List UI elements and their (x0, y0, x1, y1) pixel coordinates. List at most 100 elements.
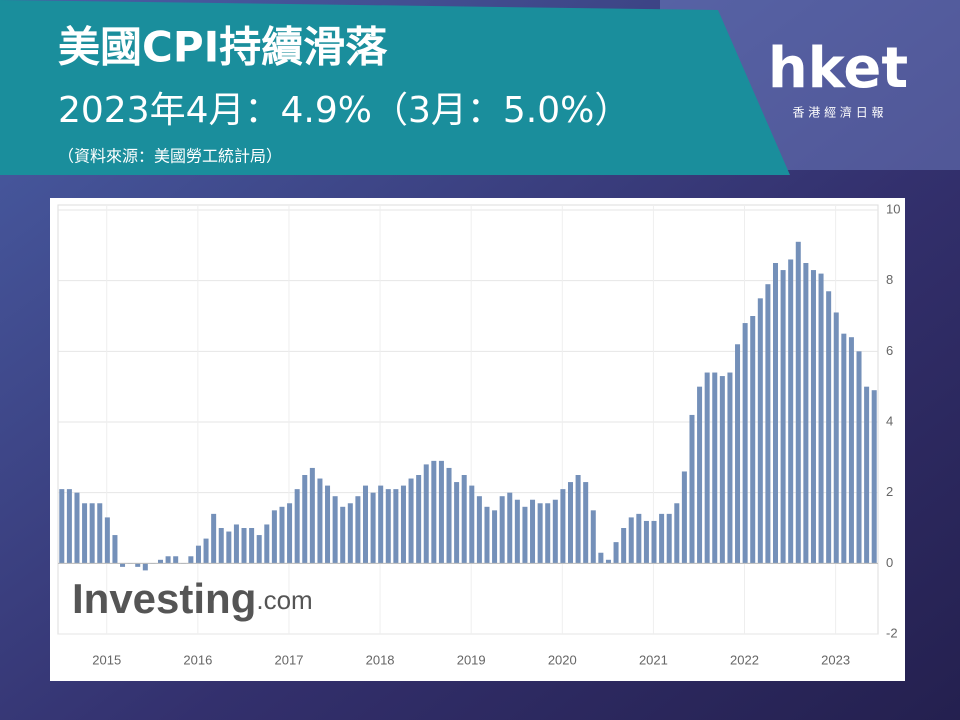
bar (605, 559, 611, 564)
bar (848, 337, 854, 564)
bar (856, 351, 862, 564)
x-tick-label: 2023 (821, 652, 850, 667)
bar (613, 542, 619, 564)
watermark-main: Investing (72, 575, 256, 622)
bar (135, 563, 141, 567)
y-tick-label: 0 (886, 555, 893, 570)
logo-tagline: 香 港 經 濟 日 報 (792, 105, 883, 120)
bar (697, 386, 703, 564)
bar (279, 506, 285, 564)
bar (188, 556, 194, 564)
bar (362, 485, 369, 564)
bar (833, 312, 839, 564)
bar (370, 492, 376, 564)
bar (241, 528, 247, 564)
x-tick-label: 2020 (548, 652, 577, 667)
bar (233, 524, 239, 564)
bar (780, 270, 786, 564)
bar (772, 263, 779, 564)
y-tick-label: 6 (886, 343, 893, 358)
bar (704, 372, 710, 564)
bar (431, 460, 437, 564)
bar (393, 489, 399, 564)
bar (788, 259, 794, 564)
bar (302, 475, 308, 564)
bar (864, 386, 870, 564)
bar (810, 270, 816, 564)
bar (142, 563, 148, 571)
bar (157, 559, 164, 564)
bar (750, 316, 756, 564)
bar (795, 241, 801, 564)
bar (173, 556, 179, 564)
watermark-suffix: .com (256, 585, 312, 615)
bar (666, 513, 672, 564)
bar (871, 390, 877, 564)
bar (104, 517, 110, 564)
bar (621, 528, 627, 564)
bar (385, 489, 391, 564)
logo: hket (768, 36, 908, 101)
x-tick-label: 2019 (457, 652, 486, 667)
bar (317, 478, 323, 564)
bar (841, 333, 847, 564)
bar (659, 513, 665, 564)
x-tick-label: 2018 (366, 652, 395, 667)
bar (590, 510, 596, 564)
y-tick-label: 2 (886, 484, 893, 499)
bar (195, 545, 201, 564)
bar (560, 489, 566, 564)
bar (507, 492, 513, 564)
bar (309, 467, 315, 564)
bar (340, 506, 346, 564)
bar (628, 517, 634, 564)
bar (218, 528, 224, 564)
bar (82, 503, 88, 564)
bar (719, 376, 725, 564)
bar (803, 263, 809, 564)
y-tick-label: 8 (886, 272, 893, 287)
bar (294, 489, 300, 564)
bar (575, 475, 581, 564)
bar (271, 510, 277, 564)
bar (476, 496, 482, 564)
bar (712, 372, 718, 564)
bar (74, 492, 80, 564)
bar (89, 503, 95, 564)
bar (264, 524, 270, 564)
bar (545, 503, 551, 564)
bar (484, 506, 490, 564)
bar (287, 503, 293, 564)
bar (256, 535, 262, 564)
bar (461, 475, 467, 564)
source: （資料來源：美國勞工統計局） (58, 147, 282, 166)
bar (742, 323, 748, 564)
bar (727, 372, 733, 564)
y-tick-label: 4 (886, 413, 893, 428)
bar (59, 489, 65, 564)
bar (332, 496, 338, 564)
bar (378, 485, 384, 564)
bar (211, 513, 217, 564)
bar (408, 478, 414, 564)
bar (226, 531, 232, 564)
bar (681, 471, 687, 564)
bar (552, 499, 558, 564)
bar (423, 464, 429, 564)
bar (643, 520, 649, 564)
bar (499, 496, 505, 564)
bar (583, 482, 589, 564)
bar (765, 284, 771, 564)
bar (537, 503, 543, 564)
bar (112, 535, 118, 564)
y-tick-label: -2 (886, 625, 898, 640)
bar (826, 291, 832, 564)
bar (347, 503, 353, 564)
bar (651, 520, 657, 564)
bar (325, 485, 331, 564)
bar (567, 482, 574, 564)
bar (674, 503, 680, 564)
bar (438, 460, 444, 564)
bar (416, 475, 422, 564)
